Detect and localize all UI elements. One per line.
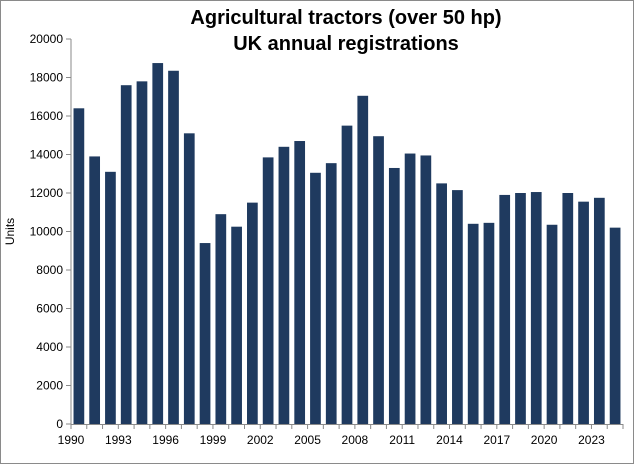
bar-1991 (89, 156, 101, 424)
chart-title-line-1: Agricultural tractors (over 50 hp) (190, 7, 502, 29)
x-tick-label: 1990 (58, 433, 85, 447)
bar-2004 (294, 141, 306, 424)
bar-2011 (404, 153, 416, 425)
bar-2017 (499, 194, 511, 424)
bar-1997 (183, 133, 195, 424)
x-tick-label: 2014 (436, 433, 463, 447)
bar-2002 (262, 157, 274, 424)
bar-2006 (325, 163, 337, 424)
y-tick-label: 10000 (30, 225, 64, 239)
chart-title-line-2: UK annual registrations (233, 33, 459, 55)
bar-2022 (578, 201, 589, 424)
x-tick-label: 2005 (294, 433, 321, 447)
y-tick-label: 4000 (36, 340, 63, 354)
bar-2009 (373, 136, 384, 424)
bar-2019 (530, 192, 542, 424)
x-tick-label: 2002 (247, 433, 274, 447)
axes-layer (66, 38, 624, 429)
bar-2016 (483, 222, 495, 424)
x-tick-label: 2011 (389, 433, 415, 447)
bar-1998 (199, 243, 211, 424)
bar-1996 (168, 70, 179, 424)
x-tick-label: 1993 (105, 433, 132, 447)
bar-2005 (310, 172, 321, 424)
x-tick-label: 2023 (578, 433, 605, 447)
bar-2015 (467, 223, 479, 424)
bar-2020 (546, 224, 558, 424)
bar-2012 (420, 155, 432, 424)
bar-1995 (152, 63, 164, 425)
bar-2000 (231, 226, 242, 424)
bar-2001 (247, 202, 258, 424)
bar-2007 (341, 125, 353, 425)
x-tick-label: 1996 (152, 433, 179, 447)
bar-2018 (515, 193, 526, 424)
y-tick-label: 6000 (36, 302, 63, 316)
bar-2021 (562, 193, 574, 424)
bar-1999 (215, 214, 227, 424)
y-tick-label: 20000 (30, 32, 64, 46)
bar-2023 (593, 197, 605, 424)
y-tick-label: 16000 (30, 109, 64, 123)
y-tick-label: 0 (56, 417, 63, 431)
chart-title: Agricultural tractors (over 50 hp) UK an… (71, 5, 621, 57)
bar-2014 (452, 190, 463, 424)
x-tick-label: 2020 (531, 433, 558, 447)
bar-2008 (357, 95, 369, 424)
bar-1994 (136, 81, 148, 424)
x-tick-label: 2008 (342, 433, 369, 447)
y-tick-label: 12000 (30, 186, 64, 200)
bar-2010 (388, 167, 400, 424)
x-tick-label: 2017 (483, 433, 510, 447)
y-tick-label: 18000 (30, 71, 64, 85)
bar-2024 (609, 227, 621, 424)
x-tick-label: 1999 (200, 433, 227, 447)
bar-1990 (73, 108, 85, 425)
labels-layer: 0 2000 4000 6000 8000 10000 12000 14000 16000 180… (3, 32, 605, 447)
y-axis-title: Units (3, 218, 17, 245)
bar-1992 (105, 171, 116, 424)
bar-1993 (120, 85, 132, 424)
bar-2013 (436, 183, 447, 425)
y-tick-label: 8000 (36, 263, 63, 277)
bar-2003 (278, 146, 290, 425)
y-tick-label: 14000 (30, 148, 64, 162)
bars-layer (73, 63, 621, 425)
y-tick-label: 2000 (36, 379, 63, 393)
